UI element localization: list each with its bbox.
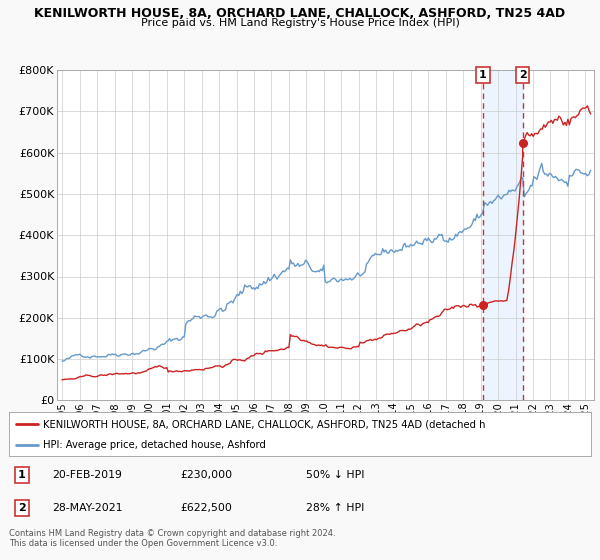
Text: 1: 1 <box>18 470 26 480</box>
Text: KENILWORTH HOUSE, 8A, ORCHARD LANE, CHALLOCK, ASHFORD, TN25 4AD: KENILWORTH HOUSE, 8A, ORCHARD LANE, CHAL… <box>34 7 566 20</box>
Text: Contains HM Land Registry data © Crown copyright and database right 2024.: Contains HM Land Registry data © Crown c… <box>9 529 335 538</box>
Text: 50% ↓ HPI: 50% ↓ HPI <box>306 470 364 480</box>
Text: 2: 2 <box>519 70 527 80</box>
Text: 2: 2 <box>18 503 26 513</box>
Text: This data is licensed under the Open Government Licence v3.0.: This data is licensed under the Open Gov… <box>9 539 277 548</box>
Text: £230,000: £230,000 <box>181 470 233 480</box>
Text: 28-MAY-2021: 28-MAY-2021 <box>53 503 123 513</box>
Text: KENILWORTH HOUSE, 8A, ORCHARD LANE, CHALLOCK, ASHFORD, TN25 4AD (detached h: KENILWORTH HOUSE, 8A, ORCHARD LANE, CHAL… <box>43 419 485 429</box>
Text: 28% ↑ HPI: 28% ↑ HPI <box>306 503 364 513</box>
Text: 20-FEB-2019: 20-FEB-2019 <box>53 470 122 480</box>
Text: HPI: Average price, detached house, Ashford: HPI: Average price, detached house, Ashf… <box>43 440 266 450</box>
Text: Price paid vs. HM Land Registry's House Price Index (HPI): Price paid vs. HM Land Registry's House … <box>140 18 460 29</box>
Text: 1: 1 <box>479 70 487 80</box>
Text: £622,500: £622,500 <box>181 503 233 513</box>
Bar <box>483 70 523 400</box>
